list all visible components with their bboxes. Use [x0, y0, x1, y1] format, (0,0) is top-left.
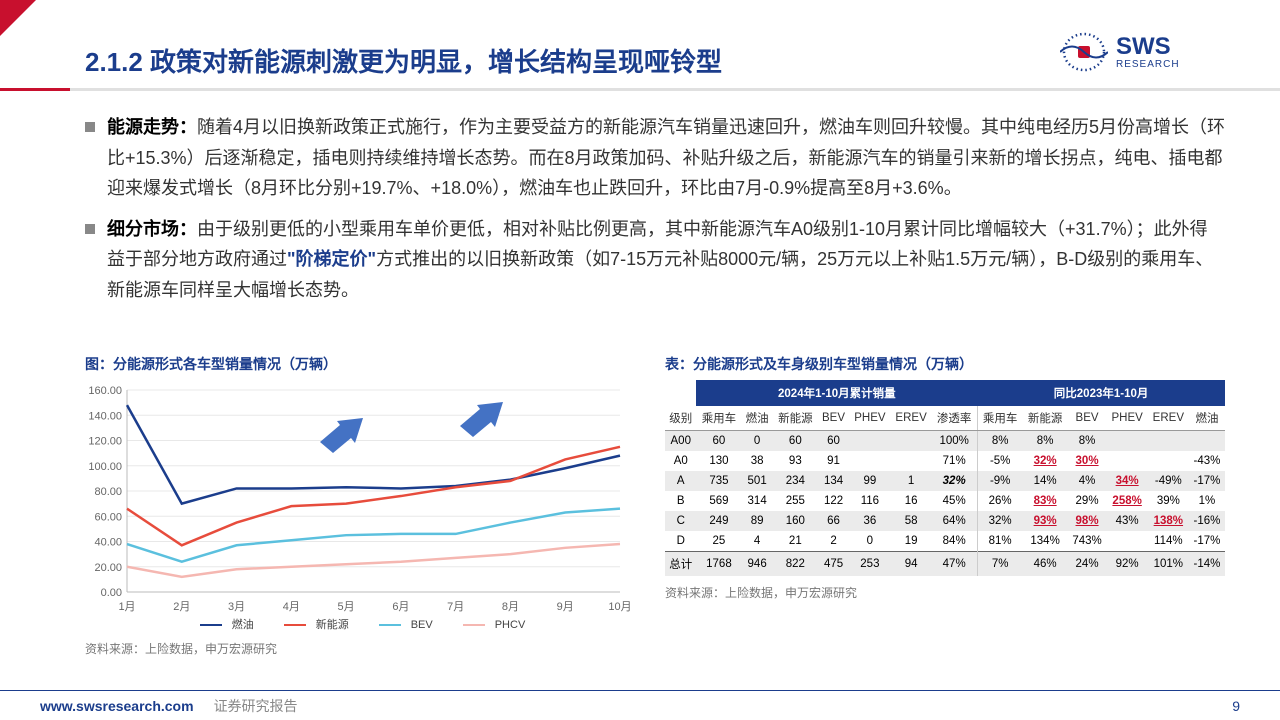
bullet-square-icon [85, 224, 95, 234]
svg-text:80.00: 80.00 [94, 486, 122, 498]
bullet-square-icon [85, 122, 95, 132]
svg-text:8月: 8月 [502, 601, 519, 613]
corner-accent [0, 0, 36, 36]
page-title: 2.1.2 政策对新能源刺激更为明显，增长结构呈现哑铃型 [85, 42, 722, 79]
bullet-2-label: 细分市场： [107, 219, 197, 239]
table-panel: 表：分能源形式及车身级别车型销量情况（万辆） 2024年1-10月累计销量同比2… [665, 354, 1225, 657]
sws-logo-icon [1060, 31, 1108, 73]
arrow-icon-2 [455, 394, 510, 444]
chart-panel: 图：分能源形式各车型销量情况（万辆） 0.00 20.00 40.00 60.00 80… [85, 354, 630, 657]
content-body: 能源走势：随着4月以旧换新政策正式施行，作为主要受益方的新能源汽车销量迅速回升，… [85, 112, 1225, 316]
svg-text:5月: 5月 [338, 601, 355, 613]
logo-text-sub: RESEARCH [1116, 59, 1180, 70]
bullet-2: 细分市场：由于级别更低的小型乘用车单价更低，相对补贴比例更高，其中新能源汽车A0… [85, 214, 1225, 306]
svg-text:1月: 1月 [118, 601, 135, 613]
svg-text:40.00: 40.00 [94, 537, 122, 549]
bullet-2-highlight: "阶梯定价" [287, 249, 376, 269]
svg-text:3月: 3月 [228, 601, 245, 613]
svg-text:20.00: 20.00 [94, 562, 122, 574]
svg-text:2月: 2月 [173, 601, 190, 613]
header-divider [0, 88, 1280, 91]
footer-url: www.swsresearch.com [40, 698, 194, 714]
bullet-1-text: 随着4月以旧换新政策正式施行，作为主要受益方的新能源汽车销量迅速回升，燃油车则回… [107, 117, 1225, 198]
svg-text:120.00: 120.00 [88, 436, 122, 448]
svg-text:4月: 4月 [283, 601, 300, 613]
logo-text-main: SWS [1116, 35, 1180, 59]
logo: SWS RESEARCH [1060, 28, 1240, 76]
svg-text:160.00: 160.00 [88, 385, 122, 397]
svg-text:60.00: 60.00 [94, 511, 122, 523]
arrow-icon-1 [315, 410, 370, 460]
svg-text:140.00: 140.00 [88, 410, 122, 422]
bullet-1: 能源走势：随着4月以旧换新政策正式施行，作为主要受益方的新能源汽车销量迅速回升，… [85, 112, 1225, 204]
footer-report-type: 证券研究报告 [214, 696, 298, 716]
footer-page-number: 9 [1232, 698, 1240, 714]
svg-text:9月: 9月 [557, 601, 574, 613]
bullet-1-label: 能源走势： [107, 117, 197, 137]
svg-text:6月: 6月 [392, 601, 409, 613]
chart-title: 图：分能源形式各车型销量情况（万辆） [85, 354, 630, 374]
svg-text:0.00: 0.00 [101, 587, 122, 599]
table-source: 资料来源：上险数据，申万宏源研究 [665, 584, 1225, 601]
svg-text:7月: 7月 [447, 601, 464, 613]
table-title: 表：分能源形式及车身级别车型销量情况（万辆） [665, 354, 1225, 374]
data-table: 2024年1-10月累计销量同比2023年1-10月级别乘用车燃油新能源BEVP… [665, 380, 1225, 576]
svg-text:10月: 10月 [608, 601, 630, 613]
chart-source: 资料来源：上险数据，申万宏源研究 [85, 640, 630, 657]
footer: www.swsresearch.com 证券研究报告 9 [0, 690, 1280, 720]
svg-text:100.00: 100.00 [88, 461, 122, 473]
